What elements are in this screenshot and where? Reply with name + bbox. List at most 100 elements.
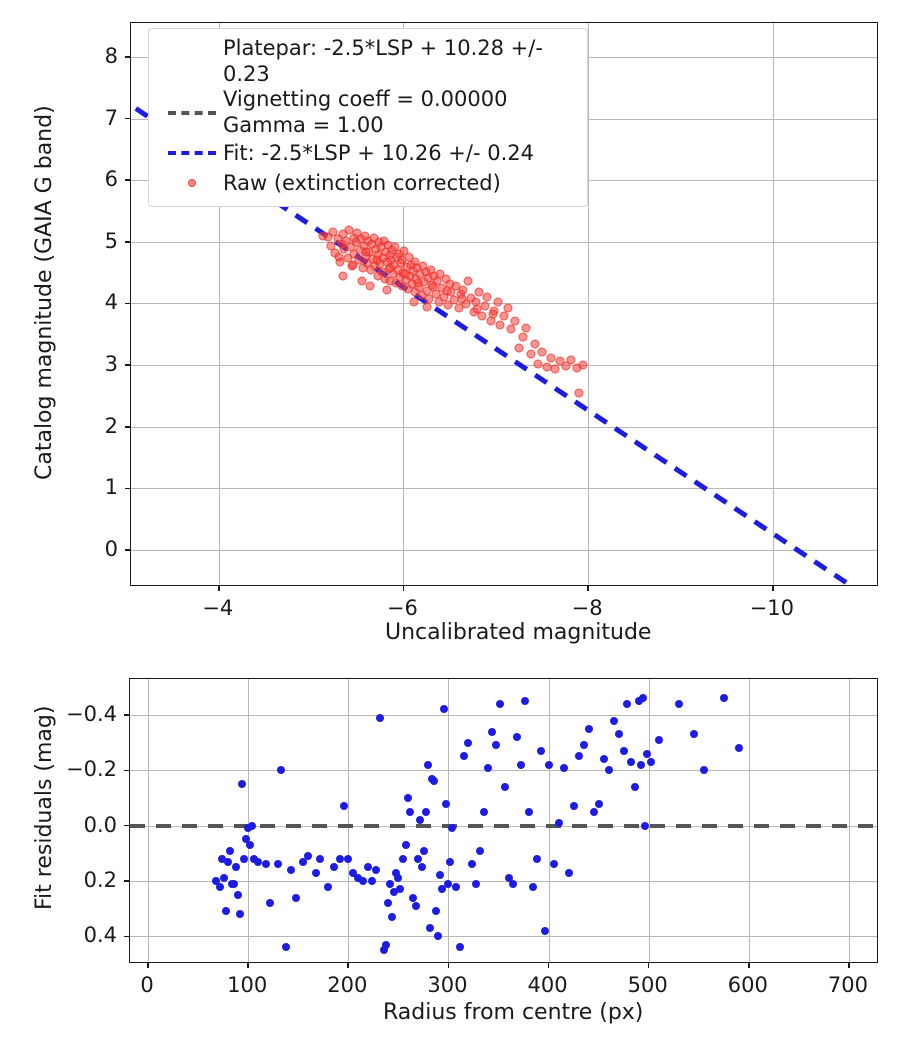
x-axis-tick-label: 200 [327,973,368,997]
x-axis-tick [347,962,350,968]
residual-data-point [452,882,461,891]
x-axis-tick-label: 600 [727,973,768,997]
residual-data-point [444,879,453,888]
raw-data-point [561,361,571,371]
residual-data-point [528,882,537,891]
legend-entry-label: Raw (extinction corrected) [223,170,501,195]
residual-data-point [372,865,381,874]
residual-data-point [472,879,481,888]
residual-data-point [699,766,708,775]
raw-data-point [461,299,471,309]
residual-data-point [292,893,301,902]
x-axis-tick [547,962,550,968]
raw-data-point [566,355,576,365]
legend-entry: Fit: -2.5*LSP + 10.26 +/- 0.24 [161,138,575,168]
raw-data-point [514,343,524,353]
y-axis-tick-label: −0.2 [66,757,117,782]
raw-data-point [385,263,395,273]
residual-data-point [382,940,391,949]
x-axis-tick-label: −6 [386,596,418,620]
raw-data-point [463,276,473,286]
residual-data-point [574,752,583,761]
residual-data-point [569,802,578,811]
raw-data-point [472,304,482,314]
residual-data-point [468,860,477,869]
x-axis-tick-label: 100 [227,973,268,997]
residual-data-point [460,752,469,761]
gridline-horizontal [130,770,877,772]
residual-data-point [564,868,573,877]
residual-data-point [409,893,418,902]
residual-data-point [336,854,345,863]
residual-data-point [622,699,631,708]
raw-data-point [495,320,505,330]
residual-data-point [654,735,663,744]
y-axis-tick [125,56,131,58]
residual-data-point [299,857,308,866]
y-axis-tick [125,364,131,366]
raw-data-point [503,303,513,313]
residual-data-point [232,863,241,872]
y-axis-tick-label: 6 [104,167,118,192]
raw-data-point [428,282,438,292]
residual-data-point [480,807,489,816]
raw-data-point [506,324,516,334]
x-axis-tick [587,585,589,591]
residual-data-point [316,854,325,863]
gridline-vertical [748,679,750,962]
y-axis-tick [125,549,131,551]
legend-entry: Platepar: -2.5*LSP + 10.28 +/- 0.23 [161,36,575,87]
residual-data-point [544,760,553,769]
residual-data-point [492,741,501,750]
residual-data-point [216,882,225,891]
residual-data-point [274,860,283,869]
gridline-horizontal [130,880,877,882]
residual-data-point [640,821,649,830]
raw-data-point [521,323,531,333]
residual-data-point [238,780,247,789]
residual-data-point [266,899,275,908]
raw-data-point [434,297,443,307]
y-axis-tick [124,935,130,938]
residual-data-point [579,741,588,750]
y-axis-tick [125,179,131,181]
raw-data-point [357,276,367,286]
gridline-horizontal [131,365,877,367]
residual-data-point [396,885,405,894]
y-axis-tick-label: 3 [104,352,118,377]
residual-data-point [496,699,505,708]
x-axis-tick [147,962,149,968]
gridline-horizontal [131,550,877,552]
y-axis-tick-label: 1 [104,475,118,500]
residual-data-point [394,874,403,883]
residual-data-point [689,730,698,739]
residual-data-point [418,863,427,872]
residual-data-point [646,758,655,766]
gridline-horizontal [131,488,877,490]
residual-data-point [254,857,263,866]
x-axis-tick-label: −10 [749,596,794,620]
y-axis-tick [124,824,130,827]
residual-data-point [594,799,603,808]
residual-data-point [734,744,743,753]
residual-data-point [324,882,333,891]
raw-data-point [361,247,371,257]
residual-data-point [402,841,411,850]
x-axis-tick [748,962,750,968]
residual-data-point [392,868,401,877]
y-axis-tick-label: −0.4 [66,701,117,726]
legend-entry-label: Fit: -2.5*LSP + 10.26 +/- 0.24 [223,140,534,165]
residual-data-point [719,694,728,703]
y-axis-tick-label: 7 [104,105,118,130]
x-axis-tick-label: −4 [202,596,234,620]
x-axis-tick-label: 700 [827,973,868,997]
raw-data-point [372,255,382,265]
legend-entry: Vignetting coeff = 0.00000 Gamma = 1.00 [161,87,575,138]
raw-data-point [488,309,498,319]
magnitude-fit-plot-area [131,23,877,585]
residual-data-point [464,738,473,747]
residual-data-point [312,868,321,877]
residual-data-point [636,760,645,769]
residual-data-point [584,724,593,733]
